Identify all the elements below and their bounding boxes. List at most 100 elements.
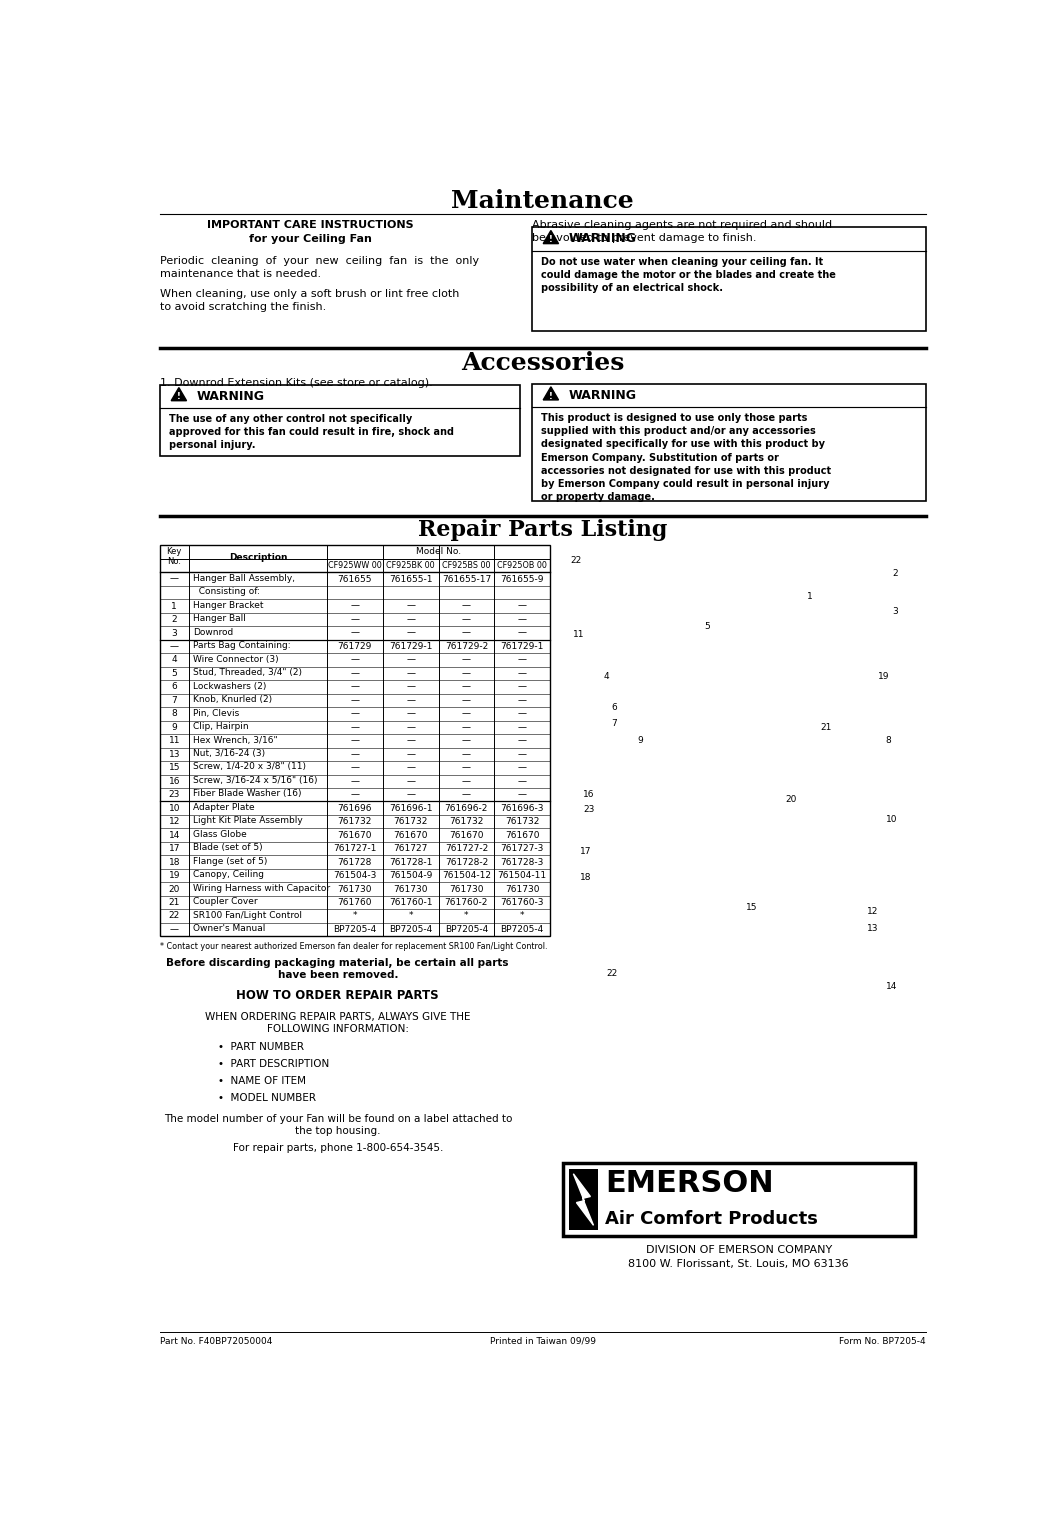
Text: —: — [351,629,359,638]
Text: BP7205-4: BP7205-4 [389,924,432,934]
Text: 761728-1: 761728-1 [389,857,432,867]
Text: Flange (set of 5): Flange (set of 5) [193,857,267,865]
Text: 21: 21 [168,899,180,908]
Text: —: — [406,602,415,611]
Text: —: — [518,682,526,691]
Text: Lockwashers (2): Lockwashers (2) [193,682,266,690]
Text: 14: 14 [168,830,180,839]
Text: —: — [351,615,359,624]
Text: Accessories: Accessories [461,352,625,375]
Text: 5: 5 [704,623,711,632]
Text: 2: 2 [892,568,897,577]
Text: Blade (set of 5): Blade (set of 5) [193,844,263,853]
Text: —: — [351,696,359,705]
Text: —: — [518,790,526,800]
Text: For repair parts, phone 1-800-654-3545.: For repair parts, phone 1-800-654-3545. [233,1144,443,1153]
Text: —: — [518,723,526,733]
Text: 3: 3 [892,608,898,615]
Text: 5: 5 [172,669,177,678]
Text: 761655-17: 761655-17 [442,574,491,583]
Bar [160,545,550,937]
Text: 22: 22 [570,556,581,565]
Text: Clip, Hairpin: Clip, Hairpin [193,722,249,731]
Bar [569,1170,598,1231]
Text: 4: 4 [172,655,177,664]
Text: 20: 20 [168,885,180,894]
Text: Pin, Clevis: Pin, Clevis [193,708,239,717]
Text: Parts Bag Containing:: Parts Bag Containing: [193,641,290,650]
Text: 18: 18 [168,857,180,867]
Text: 761655: 761655 [338,574,372,583]
Text: Form No. BP7205-4: Form No. BP7205-4 [840,1337,926,1346]
Text: —: — [518,696,526,705]
Text: 761504-9: 761504-9 [389,871,432,880]
Text: BP7205-4: BP7205-4 [334,924,376,934]
Text: —: — [518,777,526,786]
Text: •  PART DESCRIPTION: • PART DESCRIPTION [218,1060,329,1069]
Text: 761727-2: 761727-2 [445,844,488,853]
Text: 12: 12 [168,818,180,825]
Text: Do not use water when cleaning your ceiling fan. It
could damage the motor or th: Do not use water when cleaning your ceil… [541,257,836,292]
Text: 761729: 761729 [338,643,372,650]
Text: 15: 15 [168,763,180,772]
Text: 22: 22 [607,969,617,978]
Polygon shape [543,387,558,401]
Text: 16: 16 [584,789,595,798]
Text: —: — [462,669,471,678]
Text: —: — [462,602,471,611]
Text: —: — [462,629,471,638]
Text: 761670: 761670 [338,830,372,839]
Text: The use of any other control not specifically
approved for this fan could result: The use of any other control not specifi… [168,414,454,451]
Text: —: — [518,710,526,719]
Text: —: — [462,655,471,664]
Text: —: — [406,710,415,719]
Text: —: — [462,696,471,705]
Bar [160,384,520,455]
Text: 761655-9: 761655-9 [501,574,544,583]
Text: —: — [406,682,415,691]
Text: IMPORTANT CARE INSTRUCTIONS: IMPORTANT CARE INSTRUCTIONS [208,219,414,230]
Text: HOW TO ORDER REPAIR PARTS: HOW TO ORDER REPAIR PARTS [236,988,439,1002]
Text: 761730: 761730 [393,885,428,894]
Bar [562,1164,915,1237]
Text: Owner's Manual: Owner's Manual [193,924,265,934]
Text: —: — [518,749,526,758]
Text: Wire Connector (3): Wire Connector (3) [193,655,279,664]
Text: Light Kit Plate Assembly: Light Kit Plate Assembly [193,816,303,825]
Text: —: — [462,749,471,758]
Text: 23: 23 [168,790,180,800]
Text: Downrod: Downrod [193,627,233,637]
Text: 21: 21 [821,722,832,731]
Text: CF925OB 00: CF925OB 00 [498,560,548,570]
Text: 761727: 761727 [393,844,428,853]
Text: 761760-1: 761760-1 [389,899,432,908]
Text: *: * [353,911,357,920]
Text: Knob, Knurled (2): Knob, Knurled (2) [193,694,272,704]
Text: EMERSON: EMERSON [605,1170,774,1199]
Polygon shape [543,230,558,244]
Text: 761727-3: 761727-3 [501,844,544,853]
Text: —: — [406,629,415,638]
Text: 13: 13 [168,749,180,758]
Text: SR100 Fan/Light Control: SR100 Fan/Light Control [193,911,302,920]
Text: 11: 11 [573,631,585,640]
Text: —: — [406,777,415,786]
Text: 1: 1 [172,602,177,611]
Text: 11: 11 [168,736,180,745]
Text: 761729-2: 761729-2 [445,643,488,650]
Text: —: — [351,669,359,678]
Text: —: — [406,696,415,705]
Text: —: — [351,602,359,611]
Text: —: — [518,615,526,624]
Text: 761670: 761670 [449,830,484,839]
Text: 6: 6 [172,682,177,691]
Text: Printed in Taiwan 09/99: Printed in Taiwan 09/99 [489,1337,596,1346]
Text: !: ! [549,236,553,244]
Text: 761728-2: 761728-2 [445,857,488,867]
Text: 761504-3: 761504-3 [334,871,377,880]
Text: WARNING: WARNING [569,388,636,402]
Text: —: — [169,924,179,934]
Text: —: — [351,682,359,691]
Text: 761504-12: 761504-12 [442,871,491,880]
Text: Key
No.: Key No. [166,547,182,567]
